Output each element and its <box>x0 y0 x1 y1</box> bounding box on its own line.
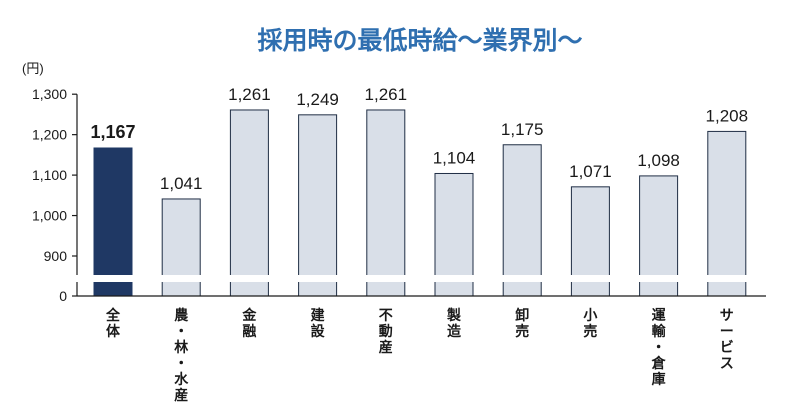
bar <box>298 114 338 297</box>
axis-break-band <box>74 275 770 282</box>
category-label: 運輸・倉庫 <box>651 308 667 388</box>
bar-value-label: 1,071 <box>569 162 612 181</box>
category-label: 不動産 <box>379 308 393 356</box>
bar-value-label: 1,249 <box>296 90 339 109</box>
category-label: 小売 <box>583 308 597 340</box>
y-tick-label: 1,200 <box>32 127 67 143</box>
category-label: 全体 <box>105 307 121 340</box>
bar-value-label: 1,261 <box>365 85 408 104</box>
category-label: 卸売 <box>515 307 529 340</box>
bar-value-label: 1,175 <box>501 120 544 139</box>
y-tick-label: 1,100 <box>32 167 67 183</box>
bar <box>366 109 406 297</box>
category-label: 農・林・水産 <box>174 307 189 404</box>
y-axis: 0 900 1,000 1,100 1,200 1,300 <box>32 86 78 304</box>
y-tick-label: 900 <box>44 248 68 264</box>
category-label: 建設 <box>311 307 326 340</box>
bar-value-label: 1,104 <box>433 148 476 167</box>
category-labels: 全体 農・林・水産 金融 建設 不動産 製造 卸売 小売 運輸・倉庫 サービス <box>105 307 734 404</box>
y-tick-label: 0 <box>59 288 67 304</box>
bar <box>502 144 542 297</box>
category-label: 金融 <box>241 307 257 340</box>
bar-value-label: 1,041 <box>160 174 203 193</box>
category-label: サービス <box>720 308 734 372</box>
y-axis-unit-label: (円) <box>22 61 44 76</box>
bars <box>93 109 747 297</box>
bar-value-label: 1,098 <box>637 151 680 170</box>
bar <box>93 147 133 297</box>
bar-value-label: 1,167 <box>90 122 135 142</box>
y-tick-label: 1,000 <box>32 208 67 224</box>
value-labels: 1,167 1,041 1,261 1,249 1,261 1,104 1,175 1,071… <box>90 85 748 193</box>
category-label: 製造 <box>446 307 461 340</box>
bar-value-label: 1,261 <box>228 85 271 104</box>
chart-title: 採用時の最低時給〜業界別〜 <box>257 26 582 55</box>
bar-value-label: 1,208 <box>706 106 749 125</box>
y-tick-label: 1,300 <box>32 86 67 102</box>
bar <box>229 109 269 297</box>
bar <box>707 130 747 297</box>
